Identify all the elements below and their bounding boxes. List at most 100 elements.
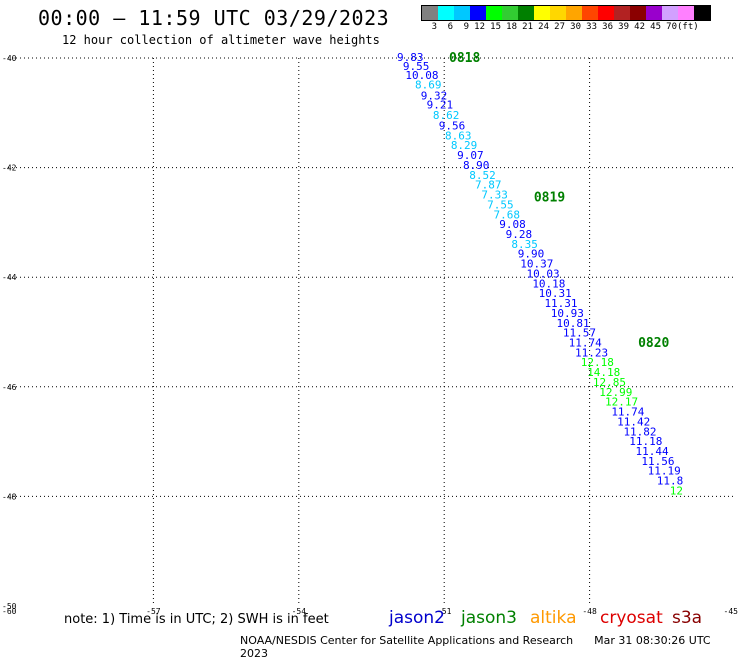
color-scale-label: (ft) [677, 22, 699, 32]
wave-height-value: 8.69 [415, 78, 442, 91]
lat-tick-label: -44 [2, 273, 17, 282]
lat-tick-label: -40 [2, 54, 17, 63]
wave-height-value: 9.55 [403, 60, 430, 73]
color-scale-label: 12 [474, 22, 485, 32]
wave-height-value: 11.57 [563, 327, 596, 340]
wave-height-value: 10.93 [551, 307, 584, 320]
wave-height-value: 8.35 [511, 238, 538, 251]
wave-height-value: 8.90 [463, 159, 490, 172]
color-swatch [518, 6, 534, 20]
color-swatch [582, 6, 598, 20]
wave-height-value: 11.44 [636, 445, 669, 458]
lon-tick-label: -45 [724, 607, 739, 616]
wave-height-value: 10.37 [520, 258, 553, 271]
wave-height-value: 12.18 [581, 356, 614, 369]
color-scale-label: 30 [570, 22, 581, 32]
wave-height-value: 8.52 [469, 169, 496, 182]
satellite-legend-cryosat: cryosat [600, 608, 663, 628]
color-swatch [438, 6, 454, 20]
lon-tick-label: -48 [582, 607, 597, 616]
color-swatch [534, 6, 550, 20]
wave-height-value: 8.29 [451, 139, 478, 152]
color-scale-label: 27 [554, 22, 565, 32]
wave-height-value: 9.21 [427, 99, 454, 112]
color-scale-label: 15 [490, 22, 501, 32]
wave-height-value: 8.63 [445, 129, 472, 142]
map-subtitle: 12 hour collection of altimeter wave hei… [62, 33, 380, 47]
footer: NOAA/NESDIS Center for Satellite Applica… [240, 634, 740, 660]
wave-height-value: 11.19 [648, 465, 681, 478]
color-swatch [486, 6, 502, 20]
time-label: 0819 [534, 191, 565, 206]
lon-tick-label: -57 [146, 607, 161, 616]
wave-height-value: 10.31 [539, 287, 572, 300]
units-note: note: 1) Time is in UTC; 2) SWH is in fe… [64, 612, 329, 627]
wave-height-value: 12.99 [599, 386, 632, 399]
wave-height-value: 11.23 [575, 346, 608, 359]
wave-height-value: 11.42 [617, 415, 650, 428]
wave-height-value: 11.56 [641, 455, 674, 468]
color-swatch [646, 6, 662, 20]
wave-height-value: 10.81 [557, 317, 590, 330]
wave-height-value: 9.56 [439, 120, 466, 133]
lat-tick-label: -42 [2, 164, 17, 173]
wave-height-value: 7.87 [475, 179, 502, 192]
map-title: 00:00 – 11:59 UTC 03/29/2023 [38, 6, 390, 30]
color-scale-labels: 3 6 9 12 15 18 21 24 27 30 33 36 39 42 45 70 (ft) [421, 22, 711, 32]
color-swatch [422, 6, 438, 20]
color-swatch [694, 6, 710, 20]
color-scale-label: 9 [463, 22, 469, 32]
wave-height-value: 12.85 [593, 376, 626, 389]
wave-height-value: 10.08 [405, 69, 438, 82]
color-scale-label: 3 [431, 22, 437, 32]
wave-height-value: 7.33 [481, 189, 508, 202]
wave-height-color-scale: 3 6 9 12 15 18 21 24 27 30 33 36 39 42 45 70 (ft) [421, 5, 711, 35]
wave-height-value: 9.32 [421, 89, 448, 102]
color-scale-label: 33 [586, 22, 597, 32]
lat-tick-label: -48 [2, 492, 17, 501]
satellite-legend-s3a: s3a [672, 608, 703, 628]
color-swatch [550, 6, 566, 20]
satellite-legend-jason3: jason3 [461, 608, 517, 628]
color-scale-label: 42 [634, 22, 645, 32]
wave-height-value: 11.31 [544, 297, 577, 310]
color-scale-label: 45 [650, 22, 661, 32]
time-label: 0818 [449, 51, 480, 66]
color-swatch [678, 6, 694, 20]
wave-height-value: 10.03 [527, 267, 560, 280]
color-swatch [502, 6, 518, 20]
satellite-legend-jason2: jason2 [389, 608, 445, 628]
wave-height-value: 11.82 [623, 425, 656, 438]
color-swatch [454, 6, 470, 20]
color-swatch [614, 6, 630, 20]
color-scale-label: 39 [618, 22, 629, 32]
color-scale-label: 70 [666, 22, 677, 32]
wave-height-value: 10.18 [532, 277, 565, 290]
color-swatch [566, 6, 582, 20]
color-scale-label: 18 [506, 22, 517, 32]
wave-height-value: 12 [670, 484, 683, 497]
wave-height-value: 9.07 [457, 149, 484, 162]
wave-height-value: 12.17 [605, 396, 638, 409]
color-swatch [630, 6, 646, 20]
wave-height-value: 14.18 [587, 366, 620, 379]
footer-credit: NOAA/NESDIS Center for Satellite Applica… [240, 634, 574, 647]
wave-height-value: 9.08 [499, 218, 526, 231]
wave-height-value: 11.8 [657, 475, 684, 488]
wave-height-value: 9.28 [506, 228, 533, 241]
wave-height-value: 11.18 [629, 435, 662, 448]
color-scale-label: 36 [602, 22, 613, 32]
color-swatch [662, 6, 678, 20]
time-label: 0820 [638, 336, 669, 351]
wave-height-value: 9.90 [518, 248, 545, 261]
color-scale-label: 6 [447, 22, 453, 32]
color-scale-swatches [421, 5, 711, 21]
lon-tick-label: -51 [437, 607, 452, 616]
color-scale-label: 24 [538, 22, 549, 32]
wave-height-value: 7.55 [487, 198, 514, 211]
wave-height-value: 8.62 [433, 109, 460, 122]
color-swatch [598, 6, 614, 20]
wave-height-value: 11.74 [569, 337, 602, 350]
